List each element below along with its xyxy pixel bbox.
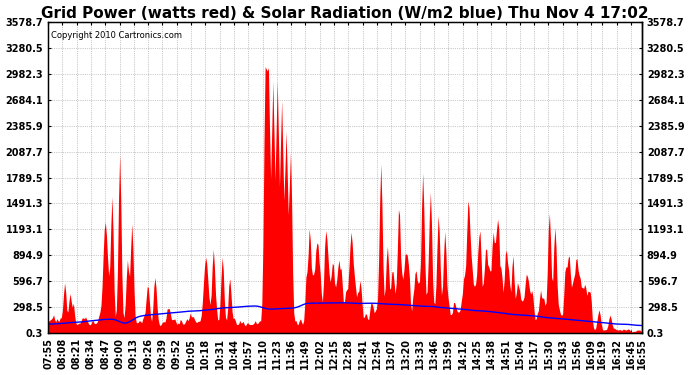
Title: Grid Power (watts red) & Solar Radiation (W/m2 blue) Thu Nov 4 17:02: Grid Power (watts red) & Solar Radiation…	[41, 6, 649, 21]
Text: Copyright 2010 Cartronics.com: Copyright 2010 Cartronics.com	[51, 31, 182, 40]
